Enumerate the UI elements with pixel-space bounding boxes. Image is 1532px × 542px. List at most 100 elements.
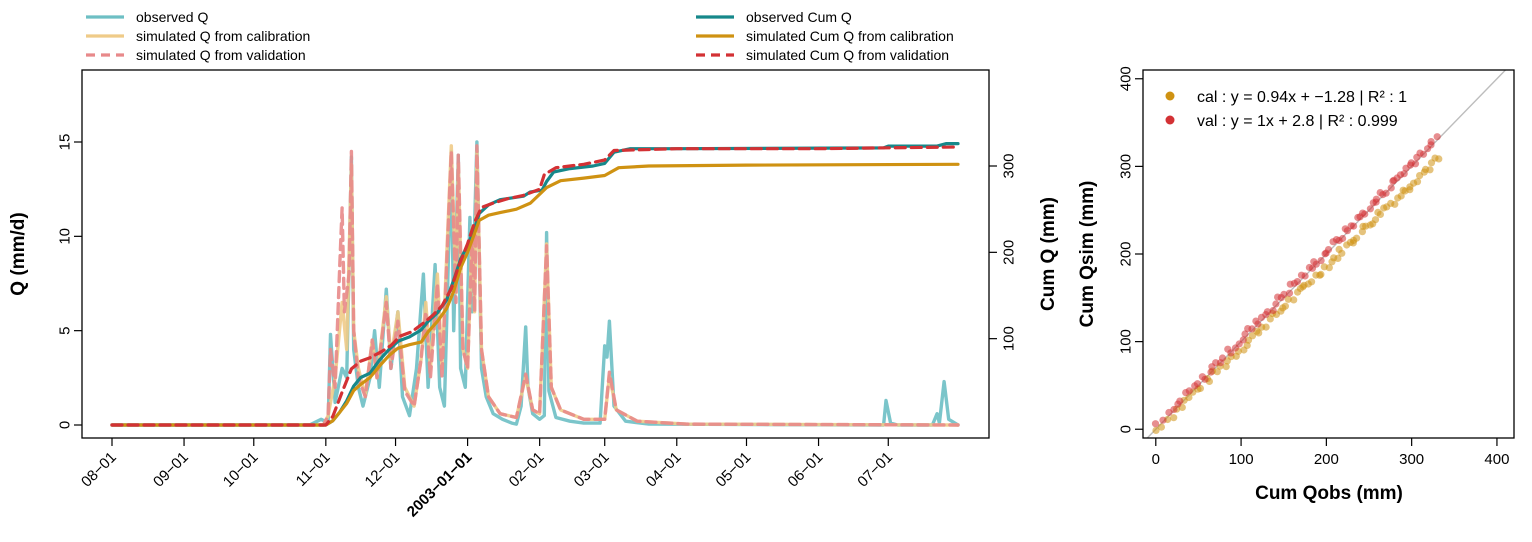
scatter-point-val bbox=[1339, 234, 1347, 243]
legend-label: simulated Q from calibration bbox=[136, 28, 310, 44]
legend-label: simulated Q from validation bbox=[136, 47, 306, 63]
y-tick-label-left: 10 bbox=[56, 228, 73, 245]
scatter-x-tick-label: 200 bbox=[1314, 451, 1339, 468]
scatter-x-tick-label: 100 bbox=[1229, 451, 1254, 468]
scatter-point-val bbox=[1272, 300, 1280, 308]
scatter-legend-label: cal : y = 0.94x + −1.28 | R² : 1 bbox=[1197, 89, 1407, 106]
scatter-point-val bbox=[1324, 246, 1333, 254]
scatter-point-val bbox=[1159, 416, 1167, 424]
scatter-point-val bbox=[1343, 227, 1351, 235]
scatter-point-val bbox=[1411, 160, 1420, 168]
scatter-point-val bbox=[1419, 150, 1428, 158]
scatter-point-cal bbox=[1334, 254, 1342, 262]
scatter-point-cal bbox=[1213, 368, 1221, 376]
x-tick-label: 05−01 bbox=[713, 449, 755, 491]
scatter-point-cal bbox=[1262, 323, 1270, 331]
timeseries-panel: observed Q simulated Q from calibration si… bbox=[8, 9, 1059, 520]
scatter-point-val bbox=[1241, 330, 1249, 338]
scatter-y-tick-label: 400 bbox=[1117, 66, 1134, 91]
scatter-plot-box bbox=[1142, 69, 1515, 439]
x-tick-label: 11−01 bbox=[293, 449, 334, 490]
scatter-plot-area bbox=[1146, 69, 1506, 439]
series-line-simulated-cum-q-from-calibration bbox=[110, 162, 960, 427]
scatter-point-val bbox=[1366, 205, 1374, 213]
scatter-point-cal bbox=[1266, 315, 1274, 323]
scatter-point-cal bbox=[1426, 166, 1434, 174]
scatter-point-cal bbox=[1290, 296, 1298, 304]
y-tick-label-right: 300 bbox=[1000, 153, 1017, 178]
scatter-point-val bbox=[1218, 354, 1227, 362]
scatter-point-val bbox=[1248, 325, 1256, 333]
scatter-point-cal bbox=[1358, 228, 1366, 236]
timeseries-plot-area bbox=[110, 140, 960, 427]
x-tick-label: 03−01 bbox=[571, 449, 613, 491]
scatter-legend-marker bbox=[1165, 115, 1175, 125]
scatter-axes: 0 100 200 300 400 0 100 200 300 400 bbox=[1117, 66, 1509, 468]
scatter-point-val bbox=[1350, 222, 1358, 230]
y-tick-label-left: 15 bbox=[56, 134, 73, 151]
y-axis-title-right: Cum Q (mm) bbox=[1038, 197, 1059, 311]
scatter-point-val bbox=[1427, 141, 1435, 149]
legend-label: observed Q bbox=[136, 9, 208, 25]
timeseries-legend: observed Q simulated Q from calibration si… bbox=[86, 9, 954, 63]
x-tick-label: 07−01 bbox=[854, 449, 896, 491]
scatter-point-val bbox=[1361, 210, 1369, 218]
scatter-point-val bbox=[1285, 289, 1294, 297]
x-tick-label: 10−01 bbox=[220, 449, 262, 491]
scatter-point-val bbox=[1151, 420, 1160, 428]
scatter-point-cal bbox=[1248, 332, 1257, 340]
scatter-point-cal bbox=[1157, 423, 1165, 431]
scatter-point-val bbox=[1254, 320, 1262, 328]
scatter-point-cal bbox=[1376, 210, 1384, 218]
scatter-point-val bbox=[1201, 375, 1209, 383]
scatter-point-cal bbox=[1353, 234, 1361, 242]
series-line-observed-cum-q bbox=[110, 142, 960, 427]
scatter-point-cal bbox=[1255, 329, 1263, 337]
scatter-point-cal bbox=[1284, 295, 1292, 303]
scatter-point-cal bbox=[1152, 426, 1160, 434]
x-tick-label: 06−01 bbox=[785, 449, 827, 491]
scatter-point-val bbox=[1239, 336, 1247, 344]
scatter-point-val bbox=[1433, 133, 1441, 141]
scatter-point-cal bbox=[1338, 249, 1346, 257]
scatter-x-tick-label: 400 bbox=[1484, 451, 1509, 468]
x-tick-label: 08−01 bbox=[78, 449, 120, 491]
scatter-point-cal bbox=[1222, 363, 1230, 371]
scatter-point-val bbox=[1170, 405, 1178, 414]
scatter-point-val bbox=[1382, 189, 1390, 197]
scatter-point-val bbox=[1193, 380, 1202, 388]
x-tick-label: 02−01 bbox=[506, 449, 548, 491]
series-line-simulated-q-from-validation bbox=[110, 144, 960, 427]
scatter-legend-marker bbox=[1165, 91, 1175, 101]
scatter-point-val bbox=[1207, 368, 1215, 376]
scatter-panel: 0 100 200 300 400 0 100 200 300 400 cal : y = 0.9… bbox=[1077, 66, 1515, 504]
legend-label: observed Cum Q bbox=[746, 9, 852, 25]
x-tick-label: 2003−01−01 bbox=[404, 449, 476, 521]
scatter-point-val bbox=[1301, 272, 1309, 280]
scatter-point-val bbox=[1185, 387, 1193, 395]
scatter-point-cal bbox=[1391, 200, 1399, 208]
scatter-y-tick-label: 0 bbox=[1117, 425, 1134, 433]
scatter-x-tick-label: 0 bbox=[1152, 451, 1160, 468]
scatter-point-cal bbox=[1397, 192, 1405, 200]
x-tick-label: 09−01 bbox=[150, 449, 192, 491]
series-line-simulated-cum-q-from-validation bbox=[110, 145, 960, 427]
scatter-y-axis-title: Cum Qsim (mm) bbox=[1077, 181, 1098, 328]
legend-label: simulated Cum Q from validation bbox=[746, 47, 949, 63]
scatter-point-cal bbox=[1371, 216, 1380, 224]
x-tick-label: 04−01 bbox=[643, 449, 685, 491]
scatter-point-val bbox=[1269, 306, 1277, 315]
scatter-point-cal bbox=[1281, 302, 1289, 310]
scatter-legend-label: val : y = 1x + 2.8 | R² : 0.999 bbox=[1197, 113, 1398, 130]
scatter-point-val bbox=[1387, 184, 1395, 192]
y-tick-label-left: 0 bbox=[56, 421, 73, 429]
y-tick-label-right: 200 bbox=[1000, 240, 1017, 265]
scatter-point-cal bbox=[1308, 278, 1316, 286]
scatter-point-cal bbox=[1325, 264, 1333, 272]
scatter-point-val bbox=[1263, 308, 1272, 316]
scatter-y-tick-label: 100 bbox=[1117, 329, 1134, 354]
scatter-y-tick-label: 300 bbox=[1117, 154, 1134, 179]
series-line-simulated-q-from-calibration bbox=[110, 144, 960, 427]
scatter-point-val bbox=[1280, 290, 1288, 298]
